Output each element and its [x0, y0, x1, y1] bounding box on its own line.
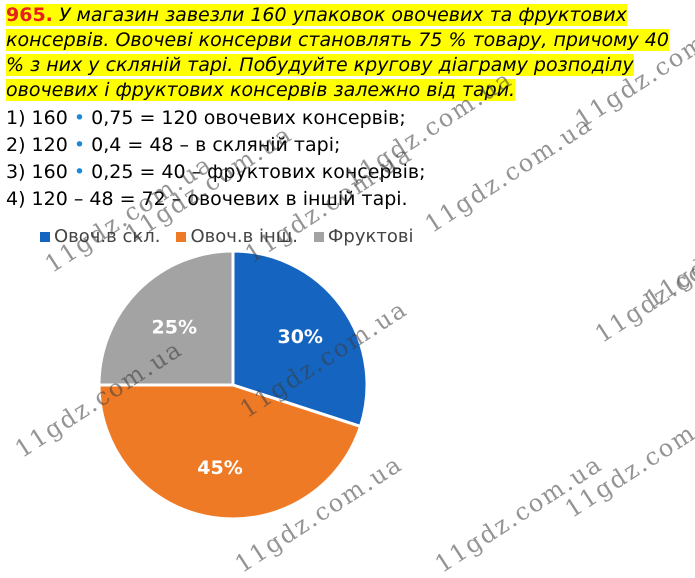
pie-data-label: 45% — [197, 457, 242, 479]
watermark: 11gdz.com.ua — [590, 219, 695, 349]
legend-swatch — [176, 231, 187, 242]
legend-item: Овоч.в інш. — [176, 226, 298, 247]
step-2: 2) 120 • 0,4 = 48 – в скляній тарі; — [6, 134, 341, 156]
legend-item: Овоч.в скл. — [40, 226, 160, 247]
pie-slice — [97, 383, 363, 521]
step-1: 1) 160 • 0,75 = 120 овочевих консервів; — [6, 107, 406, 129]
pie-data-label: 30% — [277, 326, 322, 348]
chart-legend: Овоч.в скл. Овоч.в інш. Фруктові — [40, 226, 413, 247]
legend-swatch — [313, 231, 324, 242]
step-4: 4) 120 – 48 = 72 – овочевих в іншій тарі… — [6, 188, 408, 210]
task-statement: 965. У магазин завезли 160 упаковок овоч… — [6, 3, 690, 103]
legend-swatch — [40, 231, 50, 242]
multiply-dot-icon: • — [73, 134, 86, 156]
solution-steps: 1) 160 • 0,75 = 120 овочевих консервів; … — [6, 105, 426, 213]
watermark: 11gdz.com.ua — [640, 184, 695, 314]
multiply-dot-icon: • — [73, 161, 86, 183]
watermark: 11gdz.com.ua — [560, 394, 695, 524]
pie-chart: 30% 45% 25% — [97, 249, 369, 521]
step-3: 3) 160 • 0,25 = 40 – фруктових консервів… — [6, 161, 426, 183]
task-text: У магазин завезли 160 упаковок овочевих … — [6, 4, 669, 101]
pie-slice — [97, 249, 235, 387]
task-number: 965. — [6, 4, 53, 26]
pie-slice — [231, 249, 369, 429]
legend-item: Фруктові — [313, 226, 413, 247]
multiply-dot-icon: • — [73, 107, 86, 129]
pie-data-label: 25% — [152, 316, 197, 338]
